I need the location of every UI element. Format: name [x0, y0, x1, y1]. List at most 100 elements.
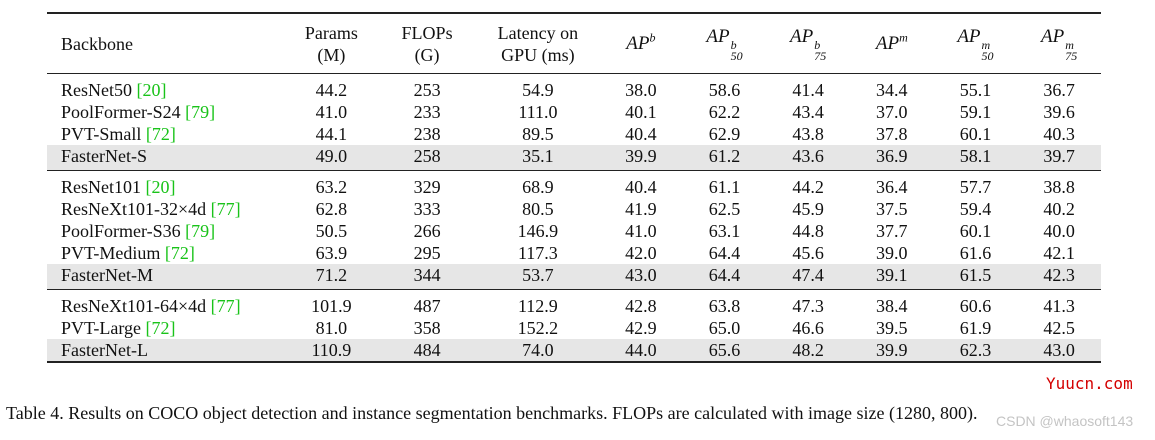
- value-cell: 58.6: [708, 80, 741, 100]
- value-cell: 61.9: [959, 318, 992, 338]
- backbone-cell: PVT-Large [72]: [47, 317, 285, 339]
- value-cell: 42.8: [625, 296, 657, 316]
- value-cell: 48.2: [766, 339, 850, 363]
- value-cell: 63.9: [315, 243, 348, 263]
- value-cell: 61.1: [708, 177, 741, 197]
- value-cell: 89.5: [522, 124, 554, 144]
- value-cell: 62.5: [708, 199, 741, 219]
- value-cell: 54.9: [522, 80, 554, 100]
- backbone-name: ResNeXt101-32×4d: [61, 199, 207, 219]
- value-cell: 152.2: [517, 318, 559, 338]
- backbone-cell: PoolFormer-S36 [79]: [47, 220, 285, 242]
- citation-link[interactable]: [20]: [145, 177, 176, 197]
- citation-link[interactable]: [72]: [164, 243, 195, 263]
- table-row: ResNet50 [20] 44.2 253 54.9 38.0 58.6 41.4 34.4…: [47, 74, 1101, 102]
- value-cell: 57.7: [959, 177, 992, 197]
- backbone-cell: FasterNet-S: [47, 145, 286, 171]
- value-cell: 35.1: [476, 145, 600, 171]
- value-cell: 43.8: [792, 124, 824, 144]
- value-cell: 37.8: [876, 124, 908, 144]
- value-cell: 295: [413, 243, 441, 263]
- value-cell: 61.2: [682, 145, 767, 171]
- backbone-cell: FasterNet-M: [47, 264, 286, 290]
- citation-link[interactable]: [77]: [210, 296, 241, 316]
- table-caption: Table 4. Results on COCO object detectio…: [6, 403, 978, 423]
- backbone-cell: ResNeXt101-64×4d [77]: [47, 290, 285, 318]
- value-cell: 39.5: [876, 318, 908, 338]
- value-cell: 42.3: [1017, 264, 1101, 290]
- table-row: PVT-Small [72] 44.1 238 89.5 40.4 62.9 43.8 37.…: [47, 123, 1101, 145]
- value-cell: 63.8: [708, 296, 741, 316]
- value-cell: 333: [413, 199, 441, 219]
- value-cell: 38.0: [625, 80, 657, 100]
- value-cell: 39.0: [876, 243, 908, 263]
- citation-link[interactable]: [72]: [145, 318, 176, 338]
- value-cell: 34.4: [876, 80, 908, 100]
- value-cell: 253: [413, 80, 441, 100]
- value-cell: 44.0: [599, 339, 683, 363]
- citation-link[interactable]: [79]: [185, 102, 216, 122]
- backbone-cell: ResNeXt101-32×4d [77]: [47, 198, 285, 220]
- value-cell: 44.8: [792, 221, 824, 241]
- backbone-name: FasterNet-L: [61, 340, 148, 360]
- value-cell: 39.7: [1017, 145, 1101, 171]
- citation-link[interactable]: [20]: [136, 80, 167, 100]
- header-backbone: Backbone: [47, 12, 286, 74]
- value-cell: 42.0: [625, 243, 657, 263]
- value-cell: 43.0: [599, 264, 683, 290]
- value-cell: 61.5: [933, 264, 1018, 290]
- value-cell: 40.2: [1043, 199, 1075, 219]
- value-cell: 487: [413, 296, 441, 316]
- header-latency: Latency on GPU (ms): [476, 12, 600, 74]
- header-ap-m: APm: [849, 12, 934, 74]
- citation-link[interactable]: [77]: [210, 199, 241, 219]
- table-body: ResNet50 [20] 44.2 253 54.9 38.0 58.6 41.4 34.4…: [47, 74, 1101, 363]
- value-cell: 59.1: [959, 102, 992, 122]
- header-ap-b: APb: [599, 12, 683, 74]
- value-cell: 65.0: [708, 318, 741, 338]
- value-cell: 42.5: [1043, 318, 1075, 338]
- value-cell: 49.0: [285, 145, 378, 171]
- citation-link[interactable]: [79]: [185, 221, 216, 241]
- value-cell: 36.9: [849, 145, 934, 171]
- backbone-name: PVT-Large: [61, 318, 141, 338]
- value-cell: 358: [413, 318, 441, 338]
- backbone-name: FasterNet-S: [61, 146, 147, 166]
- value-cell: 146.9: [517, 221, 559, 241]
- value-cell: 60.6: [959, 296, 992, 316]
- table-row: ResNet101 [20] 63.2 329 68.9 40.4 61.1 44.2 36.…: [47, 171, 1101, 199]
- value-cell: 238: [413, 124, 441, 144]
- table-row: PoolFormer-S36 [79] 50.5 266 146.9 41.0 63.1 4…: [47, 220, 1101, 242]
- value-cell: 53.7: [476, 264, 600, 290]
- table-row: PVT-Large [72] 81.0 358 152.2 42.9 65.0 46.6 39…: [47, 317, 1101, 339]
- value-cell: 60.1: [959, 221, 992, 241]
- value-cell: 329: [413, 177, 441, 197]
- results-table: Backbone Params (M) FLOPs (G) Latency on GP…: [47, 12, 1101, 363]
- table-row: ResNeXt101-32×4d [77] 62.8 333 80.5 41.9 62.5…: [47, 198, 1101, 220]
- value-cell: 38.8: [1043, 177, 1075, 197]
- value-cell: 36.4: [876, 177, 908, 197]
- value-cell: 40.4: [625, 124, 657, 144]
- value-cell: 50.5: [315, 221, 348, 241]
- header-flops: FLOPs (G): [377, 12, 477, 74]
- value-cell: 41.4: [792, 80, 824, 100]
- table-row: FasterNet-L 110.9 484 74.0 44.0 65.6 48.2 39.9 6…: [47, 339, 1101, 363]
- value-cell: 43.4: [792, 102, 824, 122]
- table-row: PoolFormer-S24 [79] 41.0 233 111.0 40.1 62.2 4…: [47, 101, 1101, 123]
- value-cell: 65.6: [682, 339, 767, 363]
- value-cell: 37.5: [876, 199, 908, 219]
- backbone-cell: ResNet101 [20]: [47, 171, 285, 199]
- value-cell: 42.9: [625, 318, 657, 338]
- value-cell: 484: [377, 339, 477, 363]
- backbone-name: ResNet101: [61, 177, 141, 197]
- value-cell: 46.6: [792, 318, 824, 338]
- backbone-cell: PoolFormer-S24 [79]: [47, 101, 285, 123]
- value-cell: 37.0: [876, 102, 908, 122]
- backbone-name: PVT-Medium: [61, 243, 161, 263]
- citation-link[interactable]: [72]: [145, 124, 176, 144]
- value-cell: 39.9: [849, 339, 934, 363]
- backbone-cell: PVT-Medium [72]: [47, 242, 285, 264]
- backbone-name: PVT-Small: [61, 124, 142, 144]
- backbone-name: ResNeXt101-64×4d: [61, 296, 207, 316]
- value-cell: 39.1: [849, 264, 934, 290]
